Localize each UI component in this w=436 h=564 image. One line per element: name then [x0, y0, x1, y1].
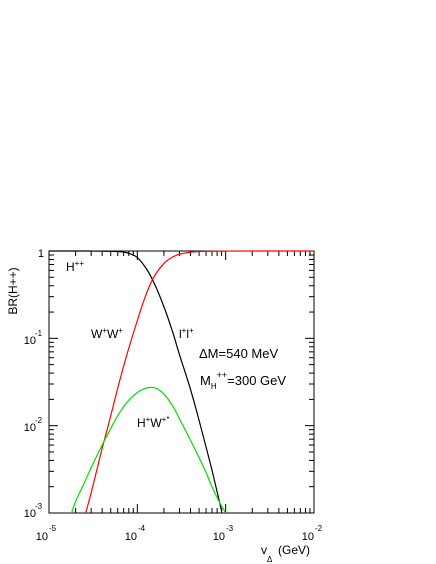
panel-label: H++ — [66, 259, 84, 274]
x-tick-exponent-1: -5 — [49, 524, 57, 533]
x-axis-label-subscript: Δ — [267, 555, 273, 564]
series-label-hw: H+W+* — [137, 415, 169, 430]
series-line-1 — [48, 250, 223, 512]
y-tick-exponent-4: -3 — [35, 502, 43, 511]
y-tick-exponent-2: -1 — [35, 329, 43, 338]
series-label-ll: l+l+ — [179, 326, 194, 341]
x-axis-label-unit: (GeV) — [278, 543, 310, 557]
y-tick-label-2: 10 — [24, 335, 36, 347]
param-delta-m: ΔM=540 MeV — [199, 346, 278, 361]
series-line-2 — [85, 250, 314, 514]
y-tick-exponent-3: -2 — [35, 416, 43, 425]
x-tick-label-4: 10 — [302, 531, 314, 543]
param-mass: MH++=300 GeV — [200, 370, 286, 391]
series-label-ww: W+W+ — [91, 326, 123, 341]
x-axis-label: v — [261, 543, 267, 557]
x-tick-label-2: 10 — [125, 531, 137, 543]
x-tick-exponent-2: -4 — [138, 524, 146, 533]
plot-frame — [48, 250, 315, 514]
x-tick-exponent-3: -3 — [226, 524, 234, 533]
x-tick-exponent-4: -2 — [315, 524, 323, 533]
y-tick-label-4: 10 — [24, 508, 36, 520]
y-tick-label-1: 1 — [38, 248, 44, 260]
y-axis-label: BR(H++) — [6, 267, 20, 314]
series-line-3 — [70, 386, 227, 514]
x-tick-label-3: 10 — [213, 531, 225, 543]
curves — [48, 250, 314, 514]
x-tick-label-1: 10 — [36, 531, 48, 543]
y-tick-label-3: 10 — [24, 422, 36, 434]
